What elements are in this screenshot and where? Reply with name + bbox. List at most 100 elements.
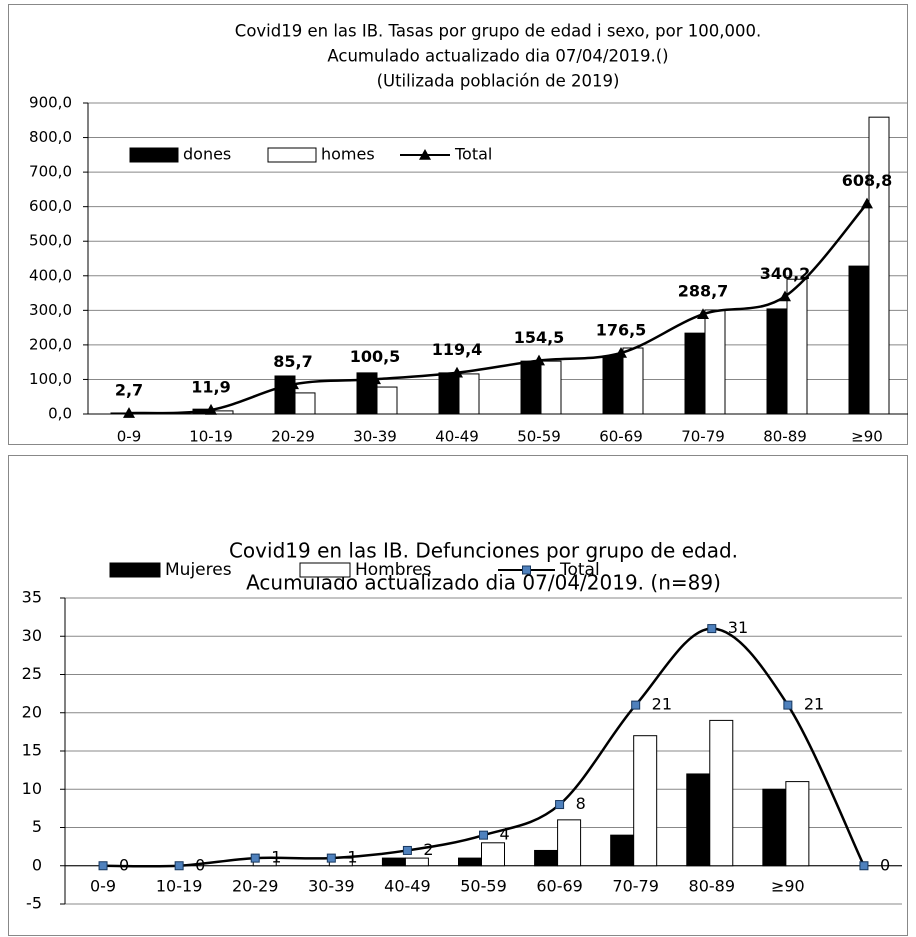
data-label: 11,9 xyxy=(191,377,230,396)
legend-swatch xyxy=(267,147,317,163)
data-label: 4 xyxy=(500,825,510,844)
bar xyxy=(762,788,787,867)
data-label: 1 xyxy=(347,848,357,867)
data-label: 119,4 xyxy=(432,340,483,359)
x-tick-label: 20-29 xyxy=(232,877,279,896)
bar xyxy=(602,355,624,415)
bar xyxy=(376,386,398,415)
marker xyxy=(861,197,873,209)
legend-swatch xyxy=(299,562,351,578)
bar xyxy=(684,332,706,415)
marker xyxy=(533,354,545,366)
data-label: 1 xyxy=(271,848,281,867)
bar xyxy=(481,842,505,867)
data-label: 2,7 xyxy=(115,381,143,400)
y-tick-label: 400,0 xyxy=(29,266,72,284)
bar xyxy=(868,116,890,415)
y-tick-label: 0,0 xyxy=(48,405,72,423)
y-tick-label: 500,0 xyxy=(29,232,72,250)
legend-label: dones xyxy=(183,145,231,164)
y-tick-label: 25 xyxy=(22,664,42,683)
marker xyxy=(174,861,184,871)
x-tick-label: 30-39 xyxy=(308,877,355,896)
y-tick-label: 200,0 xyxy=(29,335,72,353)
marker xyxy=(631,700,641,710)
x-tick-label: 20-29 xyxy=(271,428,315,446)
x-tick-label: 30-39 xyxy=(353,428,397,446)
y-tick-label: 700,0 xyxy=(29,163,72,181)
y-tick-label: 300,0 xyxy=(29,301,72,319)
bar xyxy=(458,373,480,415)
bar xyxy=(785,781,810,867)
legend-label: Total xyxy=(454,145,492,164)
x-tick-label: 40-49 xyxy=(384,877,431,896)
marker xyxy=(250,853,260,863)
marker xyxy=(707,624,717,634)
x-tick-label: 70-79 xyxy=(612,877,659,896)
chart-title: Covid19 en las IB. Defunciones por grupo… xyxy=(229,539,738,563)
legend-label: Total xyxy=(559,560,600,580)
legend-swatch xyxy=(129,147,179,163)
y-tick-label: 800,0 xyxy=(29,128,72,146)
bar xyxy=(404,857,429,867)
bar xyxy=(520,360,542,415)
y-tick-label: -5 xyxy=(26,894,42,913)
x-tick-label: 10-19 xyxy=(189,428,233,446)
chart-title: Acumulado actualizado dia 07/04/2019.() xyxy=(327,47,668,66)
y-tick-label: 30 xyxy=(22,626,42,645)
data-label: 21 xyxy=(652,695,672,714)
bar xyxy=(622,347,644,415)
data-label: 0 xyxy=(119,855,129,874)
y-tick-label: 20 xyxy=(22,702,42,721)
bar xyxy=(294,392,316,415)
bar xyxy=(786,278,808,415)
marker xyxy=(123,407,135,418)
data-label: 608,8 xyxy=(842,171,893,190)
marker xyxy=(779,290,791,302)
marker xyxy=(419,149,431,160)
bar xyxy=(438,372,460,415)
bar xyxy=(686,773,711,867)
y-tick-label: 15 xyxy=(22,741,42,760)
y-tick-label: 0 xyxy=(32,855,42,874)
x-tick-label: 10-19 xyxy=(156,877,203,896)
chart-title: Covid19 en las IB. Tasas por grupo de ed… xyxy=(235,22,761,41)
y-tick-label: 5 xyxy=(32,817,42,836)
x-tick-label: 50-59 xyxy=(460,877,507,896)
x-tick-label: 50-59 xyxy=(517,428,561,446)
legend-swatch xyxy=(109,562,161,578)
legend-label: Hombres xyxy=(355,560,432,580)
bar xyxy=(534,849,559,867)
bar xyxy=(540,360,562,415)
chart-title: (Utilizada población de 2019) xyxy=(377,72,620,91)
marker xyxy=(369,373,381,385)
data-label: 85,7 xyxy=(273,352,312,371)
data-label: 100,5 xyxy=(350,347,401,366)
marker xyxy=(451,366,463,378)
bar xyxy=(381,857,406,867)
bar xyxy=(610,834,635,867)
data-label: 288,7 xyxy=(678,282,729,301)
data-label: 176,5 xyxy=(596,321,647,340)
marker xyxy=(697,308,709,320)
marker xyxy=(479,830,488,840)
data-label: 0 xyxy=(195,855,205,874)
x-tick-label: ≥90 xyxy=(771,877,805,896)
data-label: 8 xyxy=(576,794,586,813)
data-label: 31 xyxy=(728,618,748,637)
marker xyxy=(287,378,299,390)
x-tick-label: 60-69 xyxy=(536,877,583,896)
x-tick-label: 80-89 xyxy=(689,877,736,896)
marker xyxy=(326,853,336,863)
y-tick-label: 600,0 xyxy=(29,197,72,215)
bar xyxy=(557,819,582,867)
marker xyxy=(402,845,412,855)
data-label: 154,5 xyxy=(514,328,565,347)
x-tick-label: 80-89 xyxy=(763,428,807,446)
y-tick-label: 100,0 xyxy=(29,370,72,388)
bar xyxy=(848,265,870,415)
frame xyxy=(8,455,908,936)
x-tick-label: 70-79 xyxy=(681,428,725,446)
